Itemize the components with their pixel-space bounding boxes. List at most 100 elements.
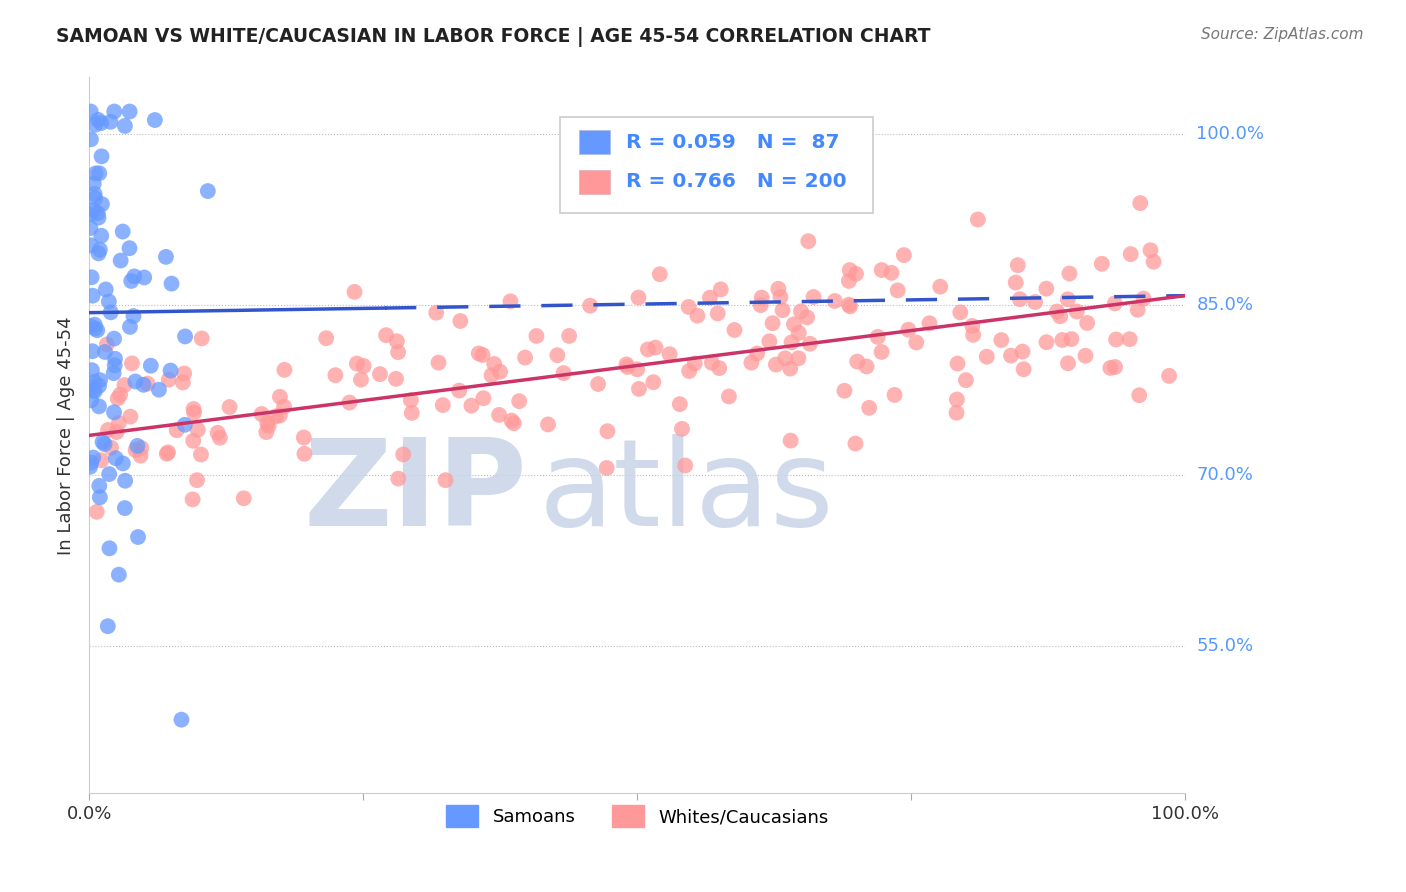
Point [706, 306, 728, 320]
Point [97, 619, 120, 633]
Point [1012, 362, 1035, 376]
Point [1049, 310, 1071, 324]
Point [250, 407, 273, 421]
Point [751, 291, 773, 305]
Point [644, 341, 666, 355]
Point [93, 437, 115, 451]
Point [858, 401, 880, 415]
Point [108, 567, 131, 582]
Point [1132, 292, 1154, 306]
Point [387, 345, 409, 359]
Point [481, 368, 503, 383]
Point [208, 431, 231, 445]
Point [90, 116, 112, 130]
Point [100, 114, 122, 128]
Point [79, 319, 101, 334]
Point [114, 474, 136, 488]
Point [783, 318, 806, 332]
Point [489, 365, 512, 379]
Point [325, 368, 347, 383]
Point [471, 348, 494, 362]
Point [880, 266, 903, 280]
Point [89, 166, 111, 180]
Point [508, 394, 530, 409]
Point [658, 347, 681, 361]
Point [264, 409, 287, 424]
Text: R = 0.766   N = 200: R = 0.766 N = 200 [626, 172, 846, 191]
Point [1060, 332, 1083, 346]
Point [207, 425, 229, 440]
Point [779, 434, 801, 448]
Point [183, 406, 205, 420]
Point [82, 384, 104, 398]
Text: 70.0%: 70.0% [1197, 467, 1253, 484]
Point [350, 373, 373, 387]
Point [1066, 304, 1088, 318]
Point [803, 290, 825, 304]
Point [460, 399, 482, 413]
Point [173, 367, 195, 381]
Point [949, 305, 972, 319]
Point [796, 310, 818, 325]
Point [103, 405, 125, 419]
Point [339, 395, 361, 409]
Point [1074, 349, 1097, 363]
Point [89, 479, 111, 493]
Point [80, 270, 103, 285]
Text: R = 0.059   N =  87: R = 0.059 N = 87 [626, 133, 839, 152]
Point [124, 375, 146, 389]
Point [918, 316, 941, 330]
Point [131, 441, 153, 455]
Point [94, 283, 117, 297]
Point [134, 270, 156, 285]
Point [893, 248, 915, 262]
Point [723, 323, 745, 337]
Point [156, 447, 179, 461]
Text: 85.0%: 85.0% [1197, 296, 1254, 314]
Point [434, 473, 457, 487]
Point [546, 348, 568, 362]
Point [136, 376, 159, 391]
Point [626, 362, 648, 376]
Point [870, 345, 893, 359]
Point [121, 356, 143, 370]
Point [699, 291, 721, 305]
Point [449, 384, 471, 398]
Point [87, 112, 110, 127]
Point [643, 375, 665, 389]
Point [595, 461, 617, 475]
Point [449, 314, 471, 328]
Point [190, 331, 212, 345]
Point [1035, 335, 1057, 350]
Point [368, 367, 391, 381]
Point [160, 277, 183, 291]
Point [232, 491, 254, 506]
Point [114, 119, 136, 133]
Point [173, 417, 195, 432]
Point [90, 228, 112, 243]
Point [104, 451, 127, 466]
Point [596, 424, 619, 438]
Text: 55.0%: 55.0% [1197, 637, 1254, 655]
Point [315, 331, 337, 345]
Point [385, 372, 408, 386]
Point [671, 422, 693, 436]
Point [87, 379, 110, 393]
Point [758, 334, 780, 349]
Point [502, 416, 524, 430]
Point [346, 357, 368, 371]
Point [111, 225, 134, 239]
Point [749, 298, 772, 312]
Point [399, 393, 422, 408]
Point [183, 402, 205, 417]
Point [432, 398, 454, 412]
Point [579, 299, 602, 313]
Point [87, 206, 110, 220]
Point [838, 263, 860, 277]
Point [375, 328, 398, 343]
Point [834, 384, 856, 398]
Point [104, 359, 127, 373]
Point [87, 246, 110, 260]
Point [83, 186, 105, 201]
Point [143, 113, 166, 128]
